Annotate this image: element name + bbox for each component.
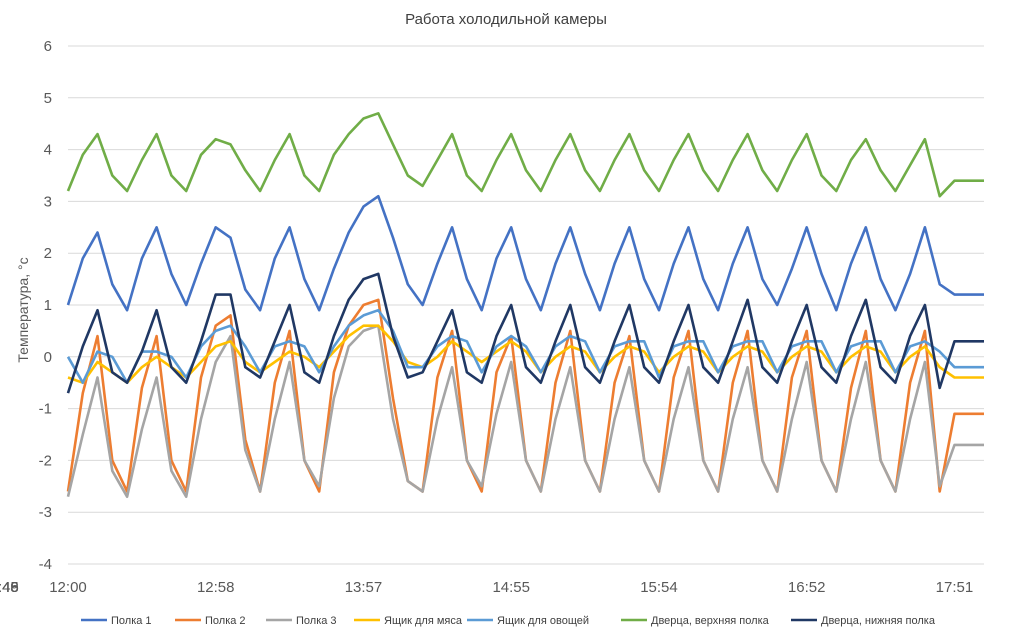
y-tick-label: -4 [39, 556, 52, 573]
x-tick-label: 18:49 [0, 579, 19, 596]
legend-label-2: Полка 3 [296, 615, 337, 627]
series-line-5 [66, 112, 984, 198]
y-tick-labels: 6 5 4 3 2 1 0 -1 -2 -3 -4 [39, 38, 52, 573]
x-tick-label: 12:58 [197, 579, 235, 596]
x-tick-label: 16:52 [788, 579, 826, 596]
y-tick-label: 2 [44, 245, 52, 262]
y-tick-label: 4 [44, 142, 52, 159]
legend-label-5: Дверца, верхняя полка [651, 615, 770, 627]
legend-label-4: Ящик для овощей [497, 615, 589, 627]
grid-lines [68, 45, 984, 565]
legend-label-3: Ящик для мяса [384, 615, 463, 627]
y-tick-label: -3 [39, 504, 52, 521]
y-tick-label: -1 [39, 401, 52, 418]
y-tick-label: -2 [39, 452, 52, 469]
x-tick-label: 17:51 [936, 579, 974, 596]
y-tick-label: 6 [44, 38, 52, 55]
legend-label-0: Полка 1 [111, 615, 152, 627]
x-tick-label: 13:57 [345, 579, 383, 596]
legend: Полка 1 Полка 2 Полка 3 Ящик для мяса Ящик д… [81, 615, 936, 627]
legend-label-1: Полка 2 [205, 615, 246, 627]
series-line-6 [66, 272, 984, 394]
series-line-3 [67, 324, 984, 385]
series-line-0 [66, 194, 984, 312]
x-tick-label: 12:00 [49, 579, 87, 596]
x-tick-label: 15:54 [640, 579, 678, 596]
y-tick-label: 0 [44, 349, 52, 366]
y-axis-label: Температура, °с [15, 257, 31, 362]
series-line-2 [66, 324, 984, 499]
x-tick-label: 14:55 [492, 579, 530, 596]
legend-label-6: Дверца, нижняя полка [821, 615, 936, 627]
y-tick-label: 1 [44, 297, 52, 314]
y-tick-label: 5 [44, 90, 52, 107]
series-line-4 [66, 308, 984, 385]
x-tick-labels: 12:00 12:58 13:57 14:55 15:54 16:52 17:51 18:49… [0, 579, 973, 596]
series-lines [66, 112, 984, 499]
x-tick-label: 19:48 [0, 579, 19, 596]
y-tick-label: 3 [44, 193, 52, 210]
x-tick-label: 21:45 [0, 579, 19, 596]
chart-title: Работа холодильной камеры [405, 11, 607, 28]
x-tick-label: 20:46 [0, 579, 19, 596]
